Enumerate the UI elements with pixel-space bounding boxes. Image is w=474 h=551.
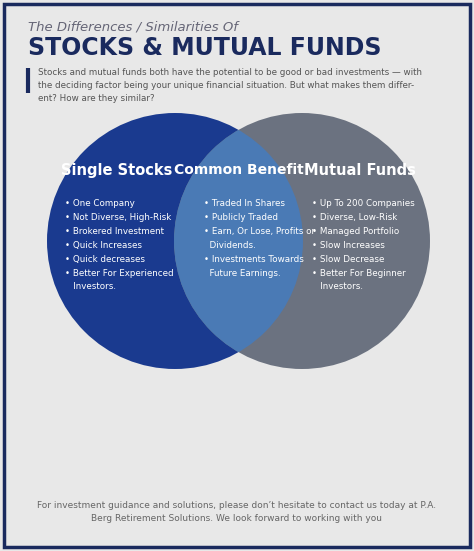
Text: • Up To 200 Companies
• Diverse, Low-Risk
• Managed Portfolio
• Slow Increases
•: • Up To 200 Companies • Diverse, Low-Ris… [312,199,415,291]
Circle shape [47,113,303,369]
Text: Mutual Funds: Mutual Funds [304,163,416,178]
Text: The Differences / Similarities Of: The Differences / Similarities Of [28,21,238,34]
FancyBboxPatch shape [4,4,470,547]
Text: For investment guidance and solutions, please don’t hesitate to contact us today: For investment guidance and solutions, p… [37,501,437,523]
Text: • Traded In Shares
• Publicly Traded
• Earn, Or Lose, Profits or
  Dividends.
• : • Traded In Shares • Publicly Traded • E… [204,199,316,278]
Text: STOCKS & MUTUAL FUNDS: STOCKS & MUTUAL FUNDS [28,36,382,60]
Text: Common Benefit: Common Benefit [173,163,303,177]
Text: Single Stocks: Single Stocks [61,163,173,178]
Circle shape [174,113,430,369]
Text: Stocks and mutual funds both have the potential to be good or bad investments — : Stocks and mutual funds both have the po… [38,68,422,102]
Circle shape [174,113,430,369]
Circle shape [47,113,303,369]
Text: • One Company
• Not Diverse, High-Risk
• Brokered Investment
• Quick Increases
•: • One Company • Not Diverse, High-Risk •… [65,199,173,291]
